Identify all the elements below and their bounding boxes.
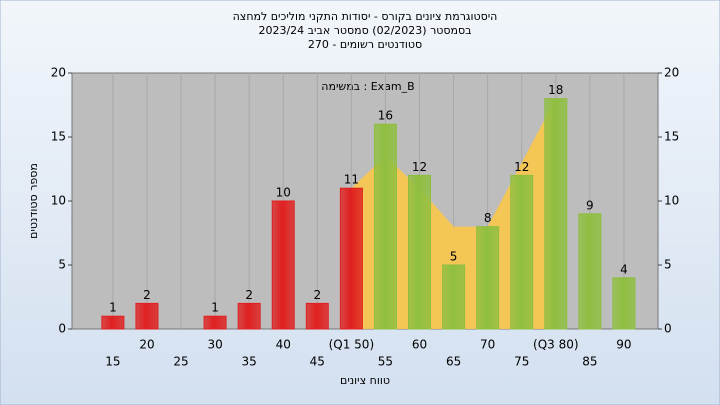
area	[351, 98, 556, 329]
x-tick-label: 20	[139, 338, 154, 352]
value-label: 8	[484, 211, 492, 225]
y-axis-label: מספר סטודנטים	[27, 163, 40, 239]
value-label: 2	[143, 288, 151, 302]
y-tick-label: 5	[58, 258, 66, 272]
y2-tick-label: 0	[664, 322, 672, 336]
x-tick-label: 45	[310, 355, 325, 369]
bar	[442, 264, 466, 330]
bar	[339, 187, 363, 330]
value-label: 5	[450, 250, 458, 264]
y2-tick-label: 10	[664, 194, 679, 208]
x-tick-label: (Q3 80)	[533, 338, 579, 352]
bar	[544, 98, 568, 330]
value-label: 2	[245, 288, 253, 302]
y-tick-label: 15	[51, 130, 66, 144]
value-label: 1	[109, 301, 117, 315]
value-label: 2	[313, 288, 321, 302]
x-tick-label: 55	[378, 355, 393, 369]
x-tick-label: 65	[446, 355, 461, 369]
x-tick-label: 35	[242, 355, 257, 369]
y2-tick-label: 5	[664, 258, 672, 272]
x-tick-label: 60	[412, 338, 427, 352]
value-label: 12	[514, 160, 529, 174]
y-tick-label: 10	[51, 194, 66, 208]
annotation: במשימה : Exam_B	[321, 80, 414, 93]
bar	[408, 174, 432, 330]
x-tick-label: 70	[480, 338, 495, 352]
bar	[476, 226, 500, 330]
x-tick-label: 85	[582, 355, 597, 369]
bar	[203, 315, 227, 330]
value-label: 10	[276, 186, 291, 200]
bar	[612, 277, 636, 330]
y-tick-label: 20	[51, 66, 66, 80]
x-tick-label: 25	[173, 355, 188, 369]
bar	[578, 213, 602, 330]
bar	[373, 123, 397, 330]
x-axis-label: טווח ציונים	[340, 374, 390, 387]
x-tick-label: 40	[276, 338, 291, 352]
chart-title: היסטוגרמת ציונים בקורס - יסודות התקני מו…	[233, 10, 498, 23]
bar	[271, 200, 295, 330]
bar	[237, 302, 261, 330]
bar	[510, 174, 534, 330]
chart-subtitle: סטודנטים רשומים - 270	[308, 38, 422, 51]
bar	[305, 302, 329, 330]
value-label: 18	[548, 83, 563, 97]
x-tick-label: 75	[514, 355, 529, 369]
value-label: 1	[211, 301, 219, 315]
x-tick-label: (Q1 50)	[329, 338, 375, 352]
bar	[101, 315, 125, 330]
chart-subtitle: בסמסטר (02/2023) סמסטר אביב 2023/24	[258, 24, 471, 37]
value-label: 11	[344, 173, 359, 187]
bar	[135, 302, 159, 330]
value-label: 4	[620, 262, 628, 276]
x-tick-label: 30	[207, 338, 222, 352]
y2-tick-label: 15	[664, 130, 679, 144]
x-tick-label: 90	[616, 338, 631, 352]
y-tick-label: 0	[58, 322, 66, 336]
x-tick-label: 15	[105, 355, 120, 369]
y2-tick-label: 20	[664, 66, 679, 80]
value-label: 9	[586, 198, 594, 212]
value-label: 16	[378, 109, 393, 123]
value-label: 12	[412, 160, 427, 174]
